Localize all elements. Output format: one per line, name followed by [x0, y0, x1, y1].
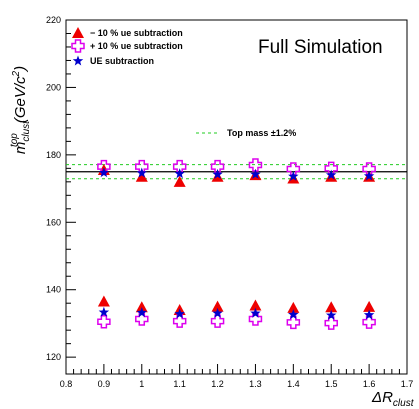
triangle-point	[97, 295, 110, 307]
legend-entry-label: UE subtraction	[90, 56, 154, 66]
triangle-point	[211, 300, 224, 312]
open-cross-point	[362, 315, 376, 329]
legend-entry-label: − 10 % ue subtraction	[90, 28, 183, 38]
star-point	[98, 167, 110, 178]
plot-frame	[65, 19, 408, 375]
triangle-point	[135, 170, 148, 182]
y-tick-label: 120	[46, 352, 61, 362]
triangle-point	[325, 301, 338, 313]
star-point	[325, 169, 337, 180]
triangle-point	[249, 299, 262, 311]
star-point	[250, 168, 261, 179]
series-1	[97, 158, 376, 330]
x-tick-label: 1.4	[287, 379, 300, 389]
legend-triangle-icon	[72, 27, 84, 38]
open-cross-point	[248, 158, 263, 172]
y-tick-label: 160	[46, 217, 61, 227]
star-point	[136, 307, 148, 318]
x-tick-label: 1.7	[401, 379, 414, 389]
star-point	[174, 168, 185, 179]
star-point	[288, 170, 299, 181]
star-point	[363, 170, 375, 181]
legend-star-icon	[72, 55, 84, 66]
legend-open-cross-icon	[71, 39, 85, 53]
series-0	[97, 164, 376, 315]
triangle-point	[135, 301, 148, 313]
star-point	[363, 309, 375, 320]
open-cross-point	[172, 314, 187, 328]
star-point	[212, 307, 223, 318]
x-tick-label: 1.3	[249, 379, 262, 389]
y-tick-label: 220	[46, 15, 61, 25]
open-cross-point	[324, 316, 338, 330]
legend-entry-label: + 10 % ue subtraction	[90, 41, 183, 51]
y-tick-label: 200	[46, 82, 61, 92]
open-cross-point	[210, 314, 225, 328]
x-tick-label: 1.2	[211, 379, 224, 389]
x-tick-label: 1.5	[325, 379, 338, 389]
star-point	[136, 167, 148, 178]
data-markers	[97, 158, 376, 330]
star-point	[250, 307, 261, 318]
open-cross-point	[286, 315, 301, 330]
y-tick-label: 180	[46, 150, 61, 160]
star-point	[212, 168, 223, 179]
y-tick-label: 140	[46, 285, 61, 295]
x-tick-label: 0.9	[98, 379, 111, 389]
x-axis: 0.8 0.9 1 1.1 1.2 1.3 1.4 1.5 1.6 1.7	[60, 364, 414, 389]
x-tick-label: 1	[139, 379, 144, 389]
x-axis-label: ΔRclust	[371, 389, 415, 409]
triangle-point	[287, 301, 300, 313]
legend: − 10 % ue subtraction + 10 % ue subtracti…	[71, 27, 296, 138]
y-axis: 120 140 160 180 200 220	[46, 15, 76, 362]
open-cross-point	[97, 314, 111, 329]
x-tick-label: 1.1	[173, 379, 186, 389]
legend-reference-label: Top mass ±1.2%	[227, 128, 296, 138]
chart-title: Full Simulation	[258, 37, 383, 58]
top-mass-reference	[66, 164, 407, 180]
star-point	[288, 309, 299, 320]
triangle-point	[363, 300, 376, 312]
x-tick-label: 0.8	[60, 379, 73, 389]
y-axis-label: mclusttop(GeV/c2)	[9, 66, 32, 154]
triangle-point	[173, 175, 186, 187]
star-point	[325, 309, 337, 320]
star-point	[98, 306, 110, 317]
star-point	[174, 308, 185, 319]
series-2	[98, 167, 375, 320]
x-tick-label: 1.6	[363, 379, 376, 389]
